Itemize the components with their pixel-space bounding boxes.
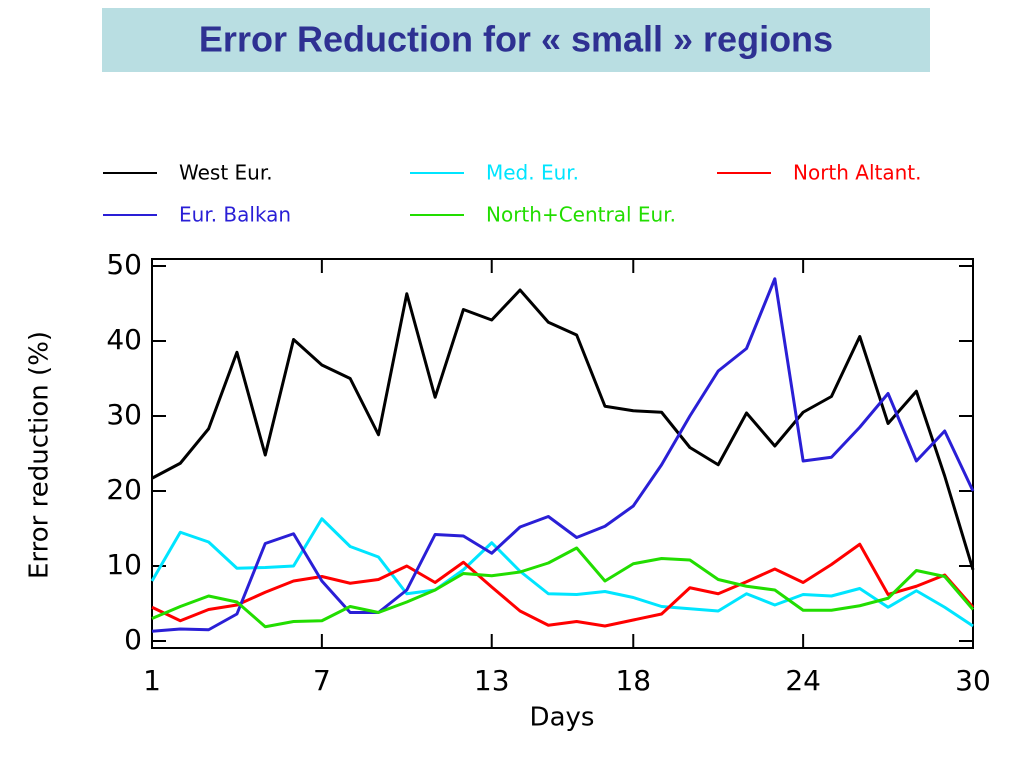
y-tick-label: 30 bbox=[106, 398, 142, 431]
plot-frame bbox=[151, 258, 974, 649]
series-line bbox=[150, 517, 974, 628]
series-line bbox=[151, 546, 975, 629]
x-tick-label: 18 bbox=[615, 664, 651, 697]
series-line bbox=[151, 542, 975, 628]
x-tick-label: 7 bbox=[313, 664, 331, 697]
chart-title: Error Reduction for « small » regions bbox=[199, 19, 833, 60]
x-tick-label: 1 bbox=[143, 664, 161, 697]
legend-label: Eur. Balkan bbox=[179, 203, 291, 227]
series-line bbox=[151, 277, 975, 633]
y-tick-label: 10 bbox=[106, 548, 142, 581]
y-axis-label: Error reduction (%) bbox=[25, 331, 55, 579]
x-tick-label: 30 bbox=[955, 664, 991, 697]
x-tick-label: 24 bbox=[785, 664, 821, 697]
y-tick-label: 0 bbox=[124, 623, 142, 656]
title-box bbox=[102, 8, 930, 72]
series-line bbox=[151, 288, 975, 571]
legend-label: Med. Eur. bbox=[486, 161, 579, 185]
legend-label: West Eur. bbox=[179, 161, 273, 185]
y-tick-label: 40 bbox=[106, 323, 142, 356]
legend-label: North+Central Eur. bbox=[486, 203, 676, 227]
y-tick-label: 20 bbox=[106, 473, 142, 506]
y-tick-label: 50 bbox=[106, 248, 142, 281]
x-tick-label: 13 bbox=[474, 664, 510, 697]
legend-label: North Altant. bbox=[793, 161, 922, 185]
x-axis-label: Days bbox=[530, 703, 595, 733]
